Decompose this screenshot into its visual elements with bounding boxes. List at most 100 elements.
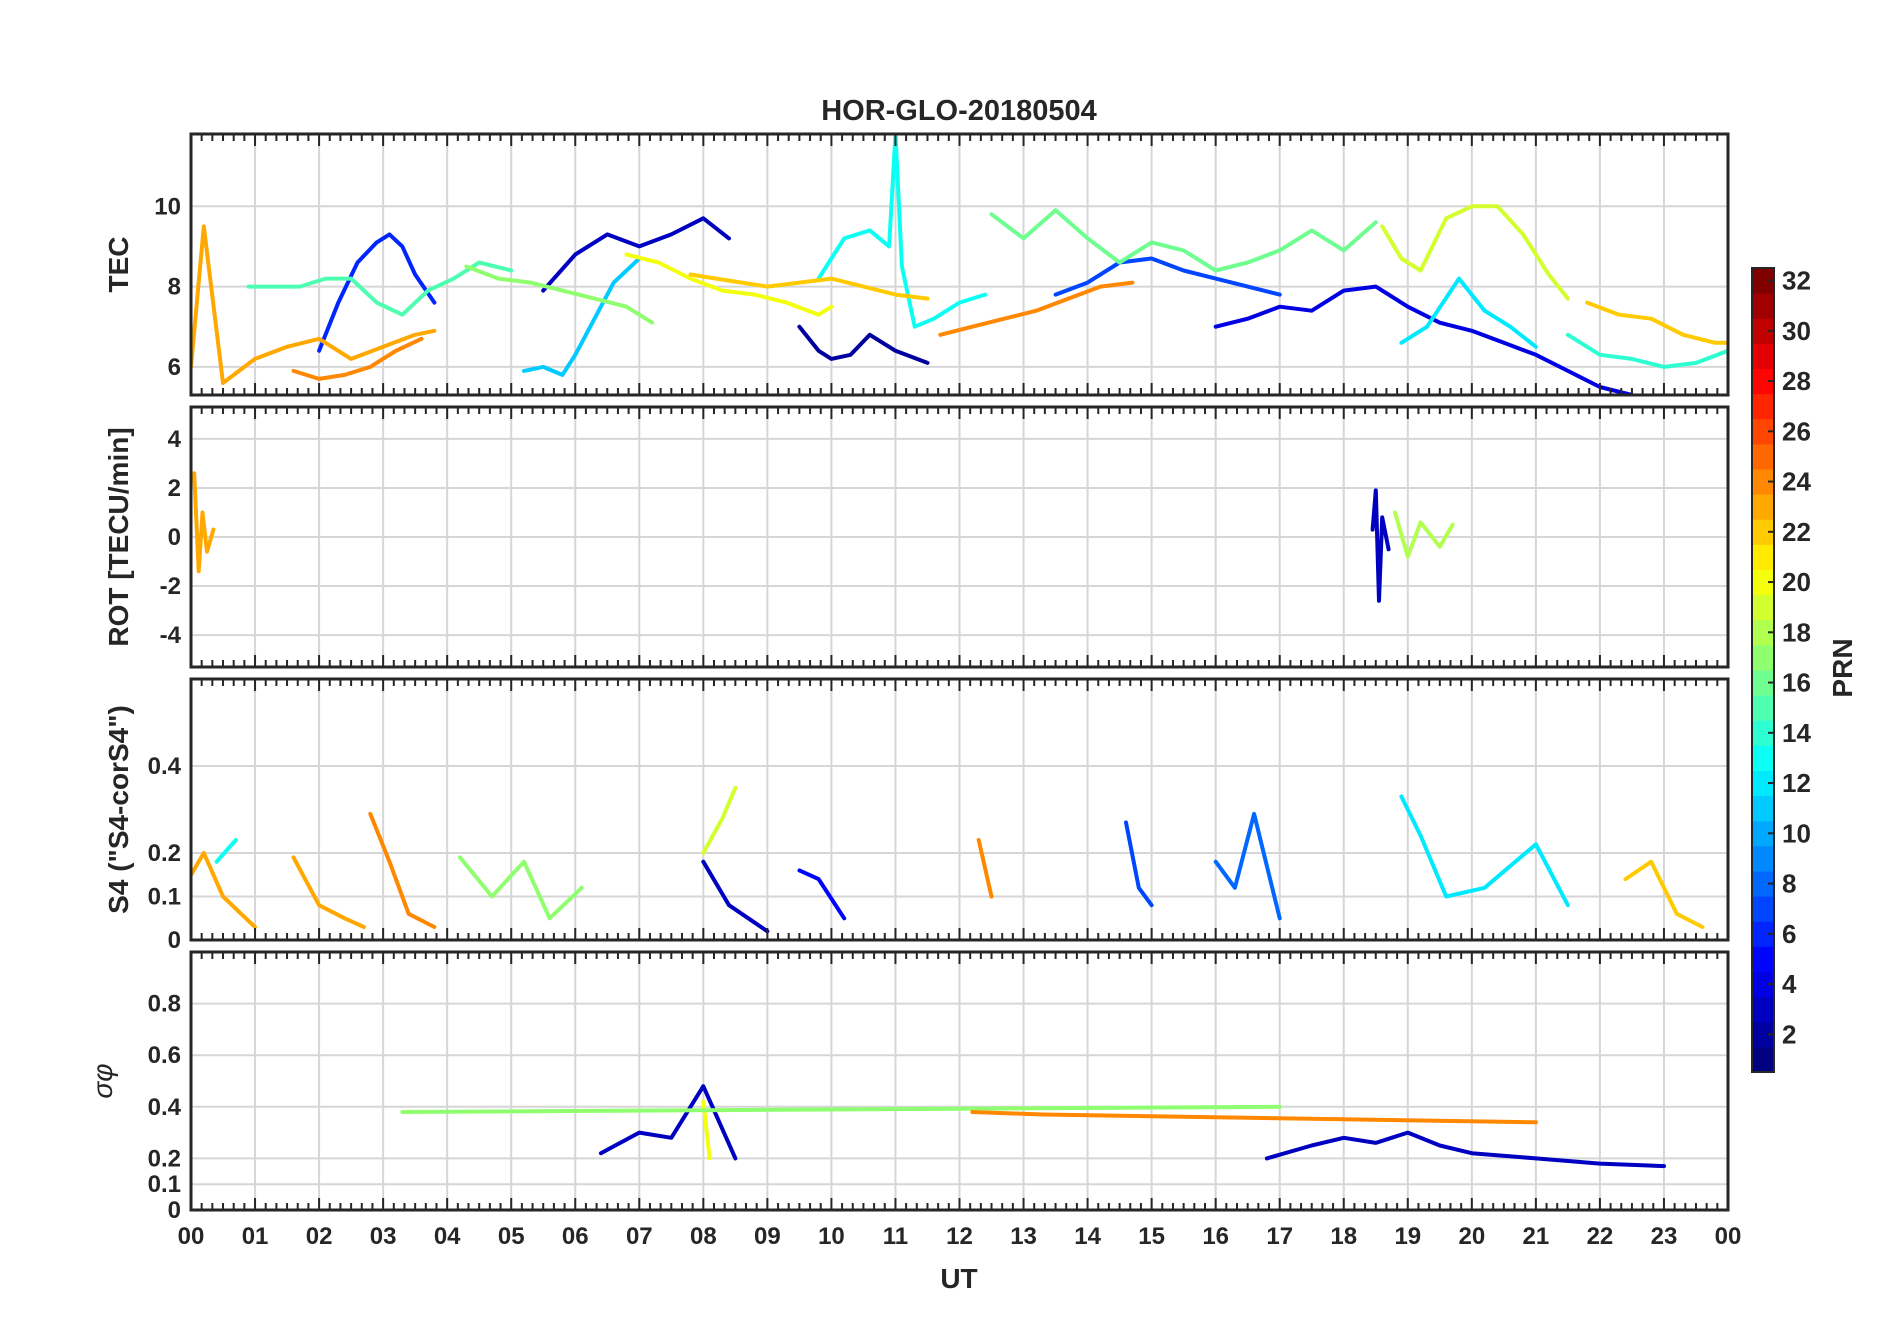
colorbar-segment [1752, 343, 1774, 369]
y-tick-label: 0.8 [148, 991, 181, 1018]
x-tick-label: 06 [562, 1223, 589, 1250]
x-tick-label: 20 [1458, 1223, 1485, 1250]
series-line-prn-24 [368, 811, 437, 929]
series-group [400, 1084, 1666, 1169]
panel-sigphi: 00.10.2 0.4 0.6 0.8 σφ [87, 950, 1730, 1224]
series-line-prn-11 [522, 256, 642, 377]
series-line-prn-12 [1399, 794, 1570, 908]
x-tick-label: 10 [818, 1223, 845, 1250]
axes-frame [189, 132, 1730, 397]
series-line-prn-22 [1585, 300, 1728, 345]
series-line-prn-24 [291, 336, 424, 381]
x-tick-label: 09 [754, 1223, 781, 1250]
colorbar-tick-label: 32 [1782, 266, 1811, 296]
series-line-prn-19 [1380, 204, 1570, 301]
series-line-prn-24 [938, 280, 1135, 337]
colorbar-tick-label: 14 [1782, 718, 1811, 748]
x-tick-label: 15 [1138, 1223, 1165, 1250]
colorbar-segment [1752, 318, 1774, 344]
colorbar-tick-label: 2 [1782, 1019, 1796, 1049]
x-tick-label: 08 [690, 1223, 717, 1250]
x-tick-label: 22 [1587, 1223, 1614, 1250]
colorbar-segment [1752, 745, 1774, 771]
x-tick-label: 01 [242, 1223, 269, 1250]
colorbar-frame [1751, 267, 1775, 1073]
series-line-prn-17 [400, 1104, 1282, 1114]
x-tick-label: 04 [434, 1223, 461, 1250]
colorbar-segment [1752, 519, 1774, 545]
series-line-prn-22 [688, 272, 930, 301]
series-line-prn-12 [1399, 276, 1538, 349]
x-tick-label: 17 [1266, 1223, 1293, 1250]
x-tick-label: 19 [1394, 1223, 1421, 1250]
colorbar-tick-label: 24 [1782, 467, 1811, 497]
series-line-prn-3 [541, 216, 731, 293]
panel-s4: 0 0.1 0.2 0.4 S4 ("S4-corS4") [103, 677, 1730, 954]
colorbar-tick-label: 6 [1782, 919, 1796, 949]
colorbar-segment [1752, 293, 1774, 319]
y-axis-label-tec: TEC [103, 237, 134, 293]
axes-frame [189, 405, 1730, 669]
colorbar-segment [1752, 594, 1774, 621]
colorbar-segment [1752, 845, 1774, 872]
series-line-prn-24 [976, 838, 994, 899]
y-tick-label: 0 [168, 524, 181, 551]
y-axis-label-rot: ROT [TECU/min] [103, 427, 134, 646]
colorbar-segment [1752, 368, 1774, 395]
series-line-prn-15 [246, 260, 514, 317]
series-line-prn-23 [191, 224, 437, 385]
y-tick-label: 0.4 [148, 1094, 182, 1121]
series-group [192, 471, 1455, 603]
x-tick-label: 16 [1202, 1223, 1229, 1250]
colorbar-tick-label: 8 [1782, 869, 1796, 899]
series-line-prn-14 [1565, 332, 1728, 369]
series-line-prn-3 [1370, 488, 1391, 603]
series-line-prn-7 [1053, 256, 1282, 297]
colorbar-segment [1752, 996, 1774, 1023]
x-tick-label: 14 [1074, 1223, 1101, 1250]
series-line-prn-19 [701, 785, 738, 855]
colorbar-segment [1752, 418, 1774, 445]
colorbar-tick-label: 26 [1782, 416, 1811, 446]
colorbar-segment [1752, 921, 1774, 947]
series-line-prn-16 [989, 208, 1378, 273]
colorbar-tick-label: 22 [1782, 517, 1811, 547]
colorbar-segment [1752, 494, 1774, 520]
colorbar-segment [1752, 670, 1774, 696]
colorbar-segment [1752, 946, 1774, 972]
x-tick-label: 18 [1330, 1223, 1357, 1250]
series-line-prn-20 [624, 252, 834, 317]
y-tick-label: 6 [168, 354, 181, 381]
series-line-prn-2 [797, 324, 930, 365]
y-tick-label: 0.2 [148, 1145, 181, 1172]
colorbar-tick-label: 30 [1782, 316, 1811, 346]
series-line-prn-7 [1124, 820, 1154, 908]
y-axis-label-s4: S4 ("S4-corS4") [103, 705, 134, 914]
x-tick-label: 12 [946, 1223, 973, 1250]
colorbar-segment [1752, 443, 1774, 470]
colorbar-segment [1752, 393, 1774, 420]
y-tick-label: 0.4 [148, 753, 182, 780]
x-axis-label: UT [940, 1263, 977, 1294]
panel-rot: -4 -2 0 2 4 ROT [TECU/min] [103, 405, 1730, 669]
x-tick-label: 00 [178, 1223, 205, 1250]
colorbar-segment [1752, 569, 1774, 596]
series-line-prn-13 [816, 134, 988, 329]
colorbar-tick-label: 18 [1782, 617, 1811, 647]
y-tick-label: 10 [154, 193, 181, 220]
x-tick-label: 23 [1651, 1223, 1678, 1250]
colorbar-segment [1752, 971, 1774, 998]
y-tick-label: 0.1 [148, 1171, 181, 1198]
x-tick-label: 03 [370, 1223, 397, 1250]
y-tick-label: 2 [168, 475, 181, 502]
colorbar-tick-label: 4 [1782, 969, 1797, 999]
x-tick-label: 13 [1010, 1223, 1037, 1250]
x-tick-label: 21 [1523, 1223, 1550, 1250]
y-tick-label: -4 [160, 622, 182, 649]
series-line-prn-3 [701, 859, 770, 934]
colorbar-segment [1752, 820, 1774, 847]
series-group [191, 134, 1728, 395]
